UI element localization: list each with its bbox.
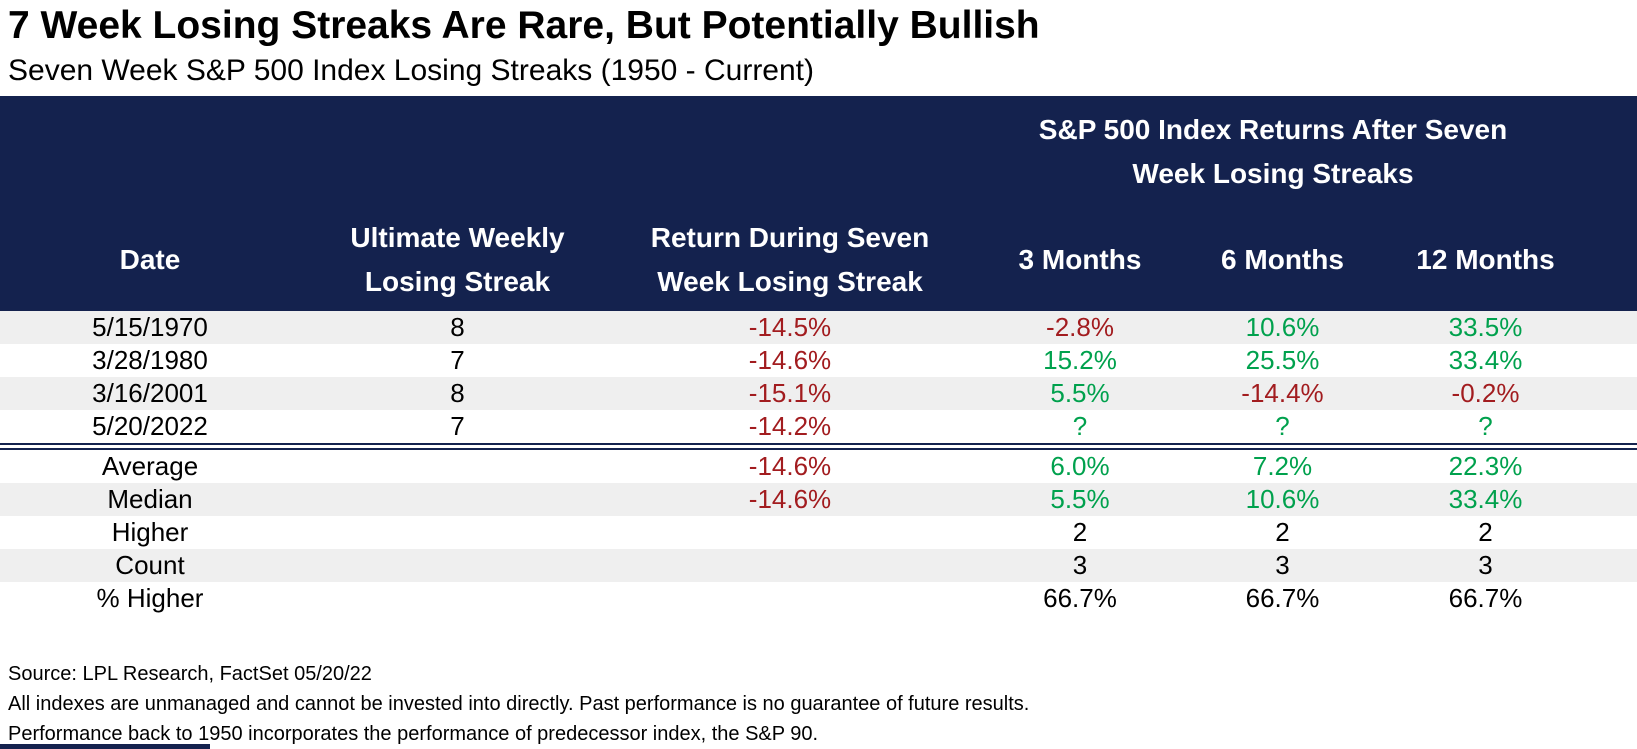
m3-cell: 66.7% — [1043, 583, 1117, 613]
m6-cell: 10.6% — [1245, 312, 1320, 342]
return-cell: -14.6% — [748, 345, 832, 375]
summary-separator — [0, 443, 1637, 450]
streak-cell — [300, 549, 615, 582]
summary-label: Average — [101, 451, 199, 481]
m12-cell: 2 — [1478, 517, 1493, 547]
table-row: 5/20/2022 7 -14.2% ? ? ? — [0, 410, 1637, 443]
m12-cell: 3 — [1478, 550, 1493, 580]
m3-cell: ? — [1072, 411, 1088, 441]
m3-cell: 15.2% — [1043, 345, 1117, 375]
summary-row: Median -14.6% 5.5% 10.6% 33.4% — [0, 483, 1637, 516]
m3-cell: 2 — [1072, 517, 1088, 547]
m6-cell: 7.2% — [1252, 451, 1313, 481]
m3-cell: 6.0% — [1050, 451, 1110, 481]
losing-streaks-table: S&P 500 Index Returns After Seven Week L… — [0, 96, 1637, 615]
summary-row: Count 3 3 3 — [0, 549, 1637, 582]
col-header-12-months: 12 Months — [1416, 243, 1555, 275]
footer-source: Source: LPL Research, FactSet 05/20/22 — [8, 663, 372, 685]
m12-cell: 33.4% — [1448, 345, 1523, 375]
summary-label: Count — [115, 550, 185, 580]
bottom-edge-bar — [0, 744, 210, 749]
date-cell: 3/16/2001 — [92, 378, 208, 408]
page-title: 7 Week Losing Streaks Are Rare, But Pote… — [8, 4, 1040, 47]
footer: Source: LPL Research, FactSet 05/20/22 A… — [8, 659, 1029, 749]
streak-cell — [300, 582, 615, 615]
summary-row: Average -14.6% 6.0% 7.2% 22.3% — [0, 450, 1637, 483]
summary-row: % Higher 66.7% 66.7% 66.7% — [0, 582, 1637, 615]
summary-label: Higher — [111, 517, 189, 547]
m3-cell: 5.5% — [1050, 378, 1110, 408]
table-row: 3/16/2001 8 -15.1% 5.5% -14.4% -0.2% — [0, 377, 1637, 410]
col-header-3-months: 3 Months — [1018, 243, 1142, 275]
return-cell: -14.5% — [748, 312, 832, 342]
streak-cell: 7 — [450, 345, 465, 375]
m12-cell: 33.4% — [1448, 484, 1523, 514]
col-header-return-during: Return During Seven Week Losing Streak — [650, 221, 930, 297]
return-cell: -14.6% — [748, 484, 832, 514]
return-cell: -14.6% — [748, 451, 832, 481]
streak-cell — [300, 450, 615, 483]
m6-cell: 66.7% — [1245, 583, 1320, 613]
page-subtitle: Seven Week S&P 500 Index Losing Streaks … — [8, 54, 815, 87]
col-header-ultimate-streak: Ultimate Weekly Losing Streak — [350, 221, 565, 297]
m6-cell: 10.6% — [1245, 484, 1320, 514]
return-cell: -15.1% — [748, 378, 832, 408]
m6-cell: 25.5% — [1245, 345, 1320, 375]
table-header: S&P 500 Index Returns After Seven Week L… — [0, 96, 1637, 311]
return-cell — [615, 549, 965, 582]
return-cell — [615, 582, 965, 615]
m6-cell: 3 — [1275, 550, 1290, 580]
table-row: 3/28/1980 7 -14.6% 15.2% 25.5% 33.4% — [0, 344, 1637, 377]
m12-cell: ? — [1478, 411, 1493, 441]
col-header-6-months: 6 Months — [1221, 243, 1344, 275]
streak-cell — [300, 483, 615, 516]
footer-disclaimer-2: Performance back to 1950 incorporates th… — [8, 723, 819, 745]
footer-disclaimer-1: All indexes are unmanaged and cannot be … — [8, 693, 1030, 715]
m3-cell: 5.5% — [1050, 484, 1110, 514]
date-cell: 3/28/1980 — [92, 345, 208, 375]
return-cell — [615, 516, 965, 549]
streak-cell: 7 — [450, 411, 465, 441]
return-cell: -14.2% — [748, 411, 832, 441]
m6-cell: 2 — [1275, 517, 1290, 547]
streak-cell: 8 — [450, 378, 465, 408]
streak-cell: 8 — [450, 312, 465, 342]
group-header: S&P 500 Index Returns After Seven Week L… — [1038, 114, 1508, 189]
m12-cell: 66.7% — [1448, 583, 1523, 613]
summary-label: Median — [107, 484, 193, 514]
date-cell: 5/15/1970 — [92, 312, 208, 342]
m12-cell: -0.2% — [1451, 378, 1520, 408]
m3-cell: -2.8% — [1046, 312, 1114, 342]
date-cell: 5/20/2022 — [92, 411, 208, 441]
streak-cell — [300, 516, 615, 549]
m12-cell: 22.3% — [1448, 451, 1523, 481]
col-header-date: Date — [119, 243, 181, 275]
summary-row: Higher 2 2 2 — [0, 516, 1637, 549]
m6-cell: ? — [1275, 411, 1290, 441]
summary-label: % Higher — [96, 583, 204, 613]
table-body: 5/15/1970 8 -14.5% -2.8% 10.6% 33.5% 3/2… — [0, 311, 1637, 615]
m3-cell: 3 — [1072, 550, 1088, 580]
m12-cell: 33.5% — [1448, 312, 1523, 342]
m6-cell: -14.4% — [1241, 378, 1324, 408]
table-row: 5/15/1970 8 -14.5% -2.8% 10.6% 33.5% — [0, 311, 1637, 344]
